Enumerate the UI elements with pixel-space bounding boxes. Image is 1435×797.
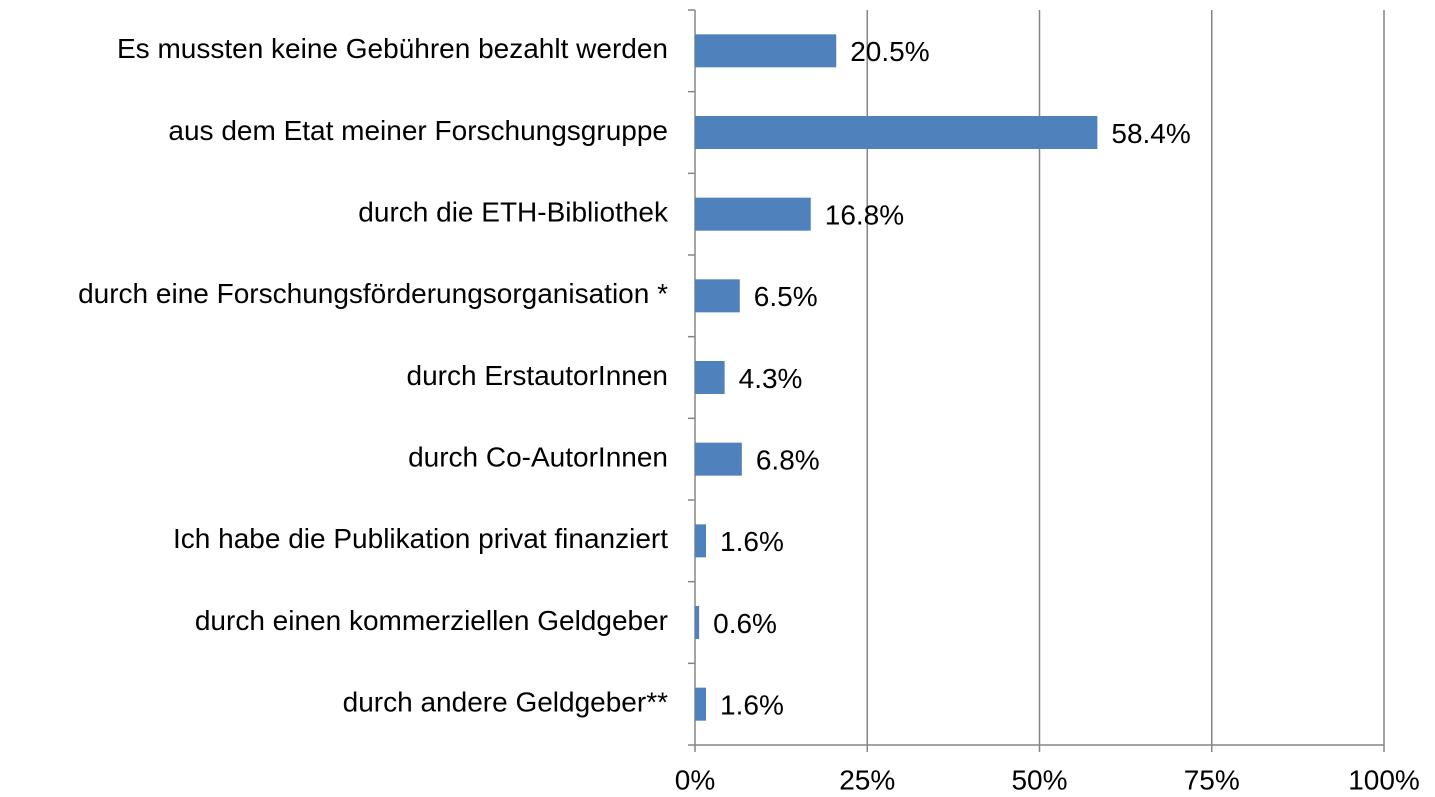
bar bbox=[695, 606, 700, 639]
value-label: 1.6% bbox=[720, 526, 784, 557]
value-label: 6.5% bbox=[754, 281, 818, 312]
x-tick-label: 50% bbox=[1011, 764, 1067, 795]
y-tick-label: durch eine Forschungsförderungsorganisat… bbox=[78, 278, 668, 309]
x-tick-label: 25% bbox=[839, 764, 895, 795]
value-label: 1.6% bbox=[720, 690, 784, 721]
bar bbox=[695, 687, 707, 721]
value-label: 20.5% bbox=[850, 36, 929, 67]
y-tick-label: durch die ETH-Bibliothek bbox=[358, 197, 669, 228]
value-label: 58.4% bbox=[1111, 118, 1190, 149]
value-label: 6.8% bbox=[756, 445, 820, 476]
y-tick-label: durch Co-AutorInnen bbox=[408, 442, 668, 473]
y-tick-label: Es mussten keine Gebühren bezahlt werden bbox=[117, 33, 668, 64]
value-label: 0.6% bbox=[713, 608, 777, 639]
bar bbox=[695, 197, 811, 231]
bar bbox=[695, 279, 740, 313]
bar bbox=[695, 442, 742, 476]
x-tick-label: 100% bbox=[1348, 764, 1420, 795]
y-tick-label: Ich habe die Publikation privat finanzie… bbox=[173, 523, 668, 554]
bar bbox=[695, 361, 725, 394]
x-tick-label: 0% bbox=[675, 764, 715, 795]
x-tick-label: 75% bbox=[1184, 764, 1240, 795]
bar bbox=[695, 116, 1098, 149]
value-label: 4.3% bbox=[739, 363, 803, 394]
y-tick-label: aus dem Etat meiner Forschungsgruppe bbox=[168, 115, 668, 146]
value-label: 16.8% bbox=[825, 200, 904, 231]
y-tick-label: durch andere Geldgeber** bbox=[343, 687, 668, 718]
bar bbox=[695, 34, 837, 68]
y-tick-label: durch einen kommerziellen Geldgeber bbox=[195, 605, 668, 636]
y-tick-label: durch ErstautorInnen bbox=[407, 360, 669, 391]
bar bbox=[695, 524, 707, 558]
